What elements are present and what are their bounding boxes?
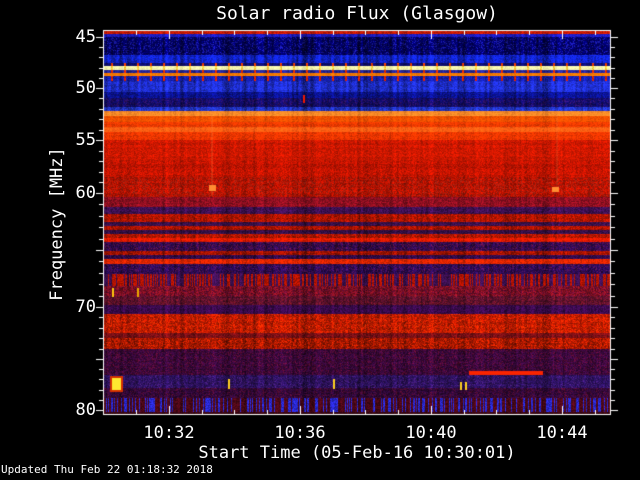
y-tick-label: 45 bbox=[75, 27, 96, 47]
y-axis-label: Frequency [MHz] bbox=[47, 147, 67, 301]
y-tick-label: 55 bbox=[75, 130, 96, 150]
updated-timestamp: Updated Thu Feb 22 01:18:32 2018 bbox=[1, 463, 213, 476]
x-axis-label: Start Time (05-Feb-16 10:30:01) bbox=[198, 443, 516, 463]
y-tick-label: 80 bbox=[75, 400, 96, 420]
x-tick-label: 10:40 bbox=[405, 423, 457, 443]
x-tick-label: 10:32 bbox=[143, 423, 195, 443]
x-tick-label: 10:36 bbox=[274, 423, 326, 443]
y-tick-label: 50 bbox=[75, 78, 96, 98]
chart-title: Solar radio Flux (Glasgow) bbox=[216, 3, 498, 24]
y-tick-label: 60 bbox=[75, 183, 96, 203]
x-tick-label: 10:44 bbox=[536, 423, 588, 443]
y-tick-label: 70 bbox=[75, 297, 96, 317]
